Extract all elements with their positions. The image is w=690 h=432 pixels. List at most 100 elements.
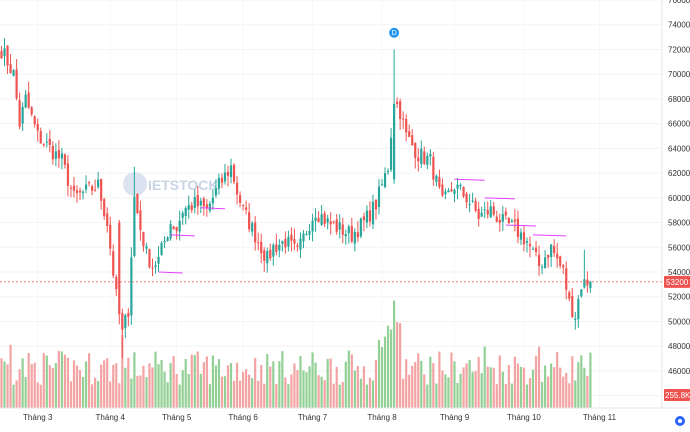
candle-body[interactable] [356,232,359,238]
candle-body[interactable] [72,185,76,191]
candle-body[interactable] [121,313,124,330]
candle-body[interactable] [196,194,199,207]
candle-body[interactable] [248,212,251,230]
candle-body[interactable] [157,256,160,264]
candle-body[interactable] [498,219,501,223]
candle-body[interactable] [368,210,372,222]
candle-body[interactable] [15,69,18,99]
candle-body[interactable] [362,216,365,221]
candle-body[interactable] [175,227,178,232]
candle-body[interactable] [33,116,36,125]
candle-body[interactable] [547,254,550,258]
candle-body[interactable] [522,232,526,245]
candle-body[interactable] [528,243,532,247]
candle-body[interactable] [51,145,54,160]
candle-body[interactable] [139,210,142,231]
candle-body[interactable] [193,196,196,208]
candle-body[interactable] [377,186,381,207]
candle-body[interactable] [420,148,423,165]
candle-body[interactable] [320,214,323,225]
candle-body[interactable] [211,197,214,204]
candle-body[interactable] [187,205,190,210]
candle-body[interactable] [245,207,248,210]
candle-body[interactable] [550,244,553,258]
candle-body[interactable] [353,232,356,244]
candle-body[interactable] [100,178,103,201]
candle-body[interactable] [160,243,163,255]
candle-body[interactable] [293,239,296,244]
candle-body[interactable] [477,208,480,219]
candle-body[interactable] [66,163,70,186]
candle-body[interactable] [184,208,187,216]
candle-body[interactable] [402,118,405,120]
candle-body[interactable] [24,94,27,108]
candle-body[interactable] [254,222,257,243]
candle-body[interactable] [235,182,239,195]
candle-body[interactable] [468,204,471,206]
candle-body[interactable] [341,224,344,235]
candle-body[interactable] [350,225,353,242]
candle-body[interactable] [232,164,236,182]
candle-body[interactable] [6,45,9,66]
candle-body[interactable] [574,318,577,320]
candle-body[interactable] [226,171,230,176]
candle-body[interactable] [559,256,562,266]
candle-body[interactable] [290,234,293,241]
candle-body[interactable] [39,131,42,144]
candle-body[interactable] [393,103,396,180]
candle-body[interactable] [396,101,399,104]
candle-body[interactable] [399,101,402,120]
candle-body[interactable] [453,189,456,195]
candle-body[interactable] [223,172,227,182]
candle-body[interactable] [405,119,408,133]
candle-body[interactable] [106,213,109,227]
candle-body[interactable] [562,265,565,268]
candle-body[interactable] [78,190,82,193]
candle-body[interactable] [127,312,130,317]
candle-body[interactable] [84,184,88,190]
candle-body[interactable] [45,141,48,143]
time-axis[interactable]: Tháng 3 Tháng 4 Tháng 5 Tháng 6 Tháng 7 Tháng… [23,413,617,422]
candle-body[interactable] [124,314,127,328]
candle-body[interactable] [178,220,181,232]
candle-body[interactable] [338,222,341,230]
candle-body[interactable] [577,299,580,320]
candle-body[interactable] [332,221,335,223]
candle-body[interactable] [142,231,145,247]
candle-body[interactable] [492,206,495,215]
candle-body[interactable] [489,206,492,218]
candle-body[interactable] [314,217,317,221]
candle-body[interactable] [181,213,184,218]
candle-body[interactable] [205,204,208,208]
candle-body[interactable] [263,250,266,261]
candle-body[interactable] [27,92,30,108]
candle-body[interactable] [435,175,438,182]
candle-body[interactable] [133,196,136,257]
candle-body[interactable] [426,155,429,165]
candle-body[interactable] [30,107,33,115]
candle-body[interactable] [60,153,63,159]
candle-body[interactable] [42,144,45,146]
candle-body[interactable] [63,154,67,165]
candle-body[interactable] [504,211,507,216]
candle-body[interactable] [438,177,441,187]
candle-body[interactable] [145,246,148,249]
candle-body[interactable] [344,234,347,237]
candle-body[interactable] [589,281,592,289]
candle-body[interactable] [510,220,513,223]
candle-body[interactable] [269,249,272,259]
candle-body[interactable] [501,214,504,222]
candle-body[interactable] [444,191,447,195]
candle-body[interactable] [411,135,414,146]
candle-body[interactable] [229,165,233,177]
candle-body[interactable] [18,100,21,127]
candle-body[interactable] [580,289,583,297]
candle-body[interactable] [423,151,426,165]
candle-body[interactable] [115,277,118,290]
candle-body[interactable] [326,218,329,223]
candle-body[interactable] [583,279,586,288]
candle-body[interactable] [296,245,299,247]
candle-body[interactable] [408,131,411,137]
candle-body[interactable] [507,218,510,224]
